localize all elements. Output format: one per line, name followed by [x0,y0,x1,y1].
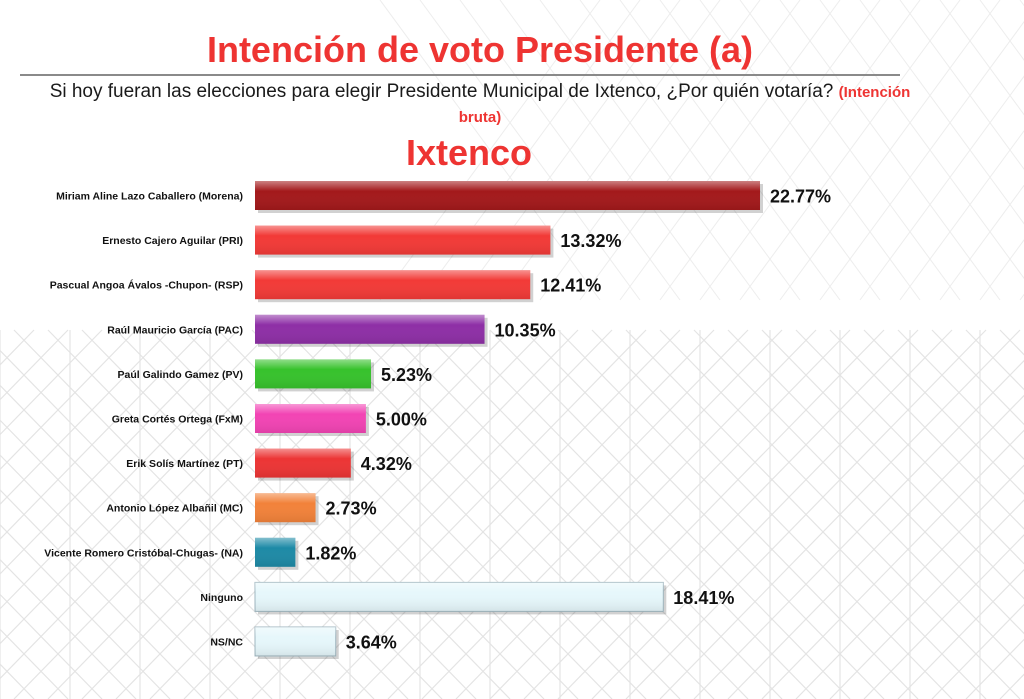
category-label: Ernesto Cajero Aguilar (PRI) [102,235,243,247]
category-label: Paúl Galindo Gamez (PV) [118,369,243,381]
bar-highlight [255,181,760,210]
bar-highlight [255,270,531,300]
value-label: 18.41% [673,588,734,608]
value-label: 13.32% [560,231,621,251]
bar-highlight [255,448,351,478]
question-text: Si hoy fueran las elecciones para elegir… [49,81,834,102]
bar-highlight [255,359,371,389]
category-label: Erik Solís Martínez (PT) [126,458,243,470]
value-label: 12.41% [540,276,601,296]
value-label: 22.77% [770,187,831,207]
category-label: Raúl Mauricio García (PAC) [107,324,243,336]
value-label: 5.23% [381,365,432,385]
bar-highlight [255,225,551,255]
category-label: Ninguno [200,592,243,604]
category-label: Miriam Aline Lazo Caballero (Morena) [56,191,243,203]
value-label: 4.32% [361,454,412,474]
bar-highlight [255,582,664,612]
category-label: Greta Cortés Ortega (FxM) [112,414,243,426]
bar-highlight [255,537,296,567]
category-label: Pascual Angoa Ávalos -Chupon- (RSP) [50,279,243,292]
value-label: 5.00% [376,410,427,430]
bar-highlight [255,627,336,656]
value-label: 1.82% [305,543,356,563]
category-label: Vicente Romero Cristóbal-Chugas- (NA) [44,547,243,559]
chart-title: Intención de voto Presidente (a) [206,29,754,70]
bar-highlight [255,493,316,523]
bar-highlight [255,404,366,433]
title-divider [20,74,900,76]
category-label: Antonio López Albañil (MC) [106,503,243,515]
survey-question: Si hoy fueran las elecciones para elegir… [40,80,920,130]
value-label: 10.35% [495,320,556,340]
category-label: NS/NC [210,637,243,649]
question-note: (Intención bruta) [458,84,911,126]
value-label: 2.73% [326,499,377,519]
bar-highlight [255,314,485,344]
municipality-title: Ixtenco [405,132,533,173]
value-label: 3.64% [346,633,397,653]
